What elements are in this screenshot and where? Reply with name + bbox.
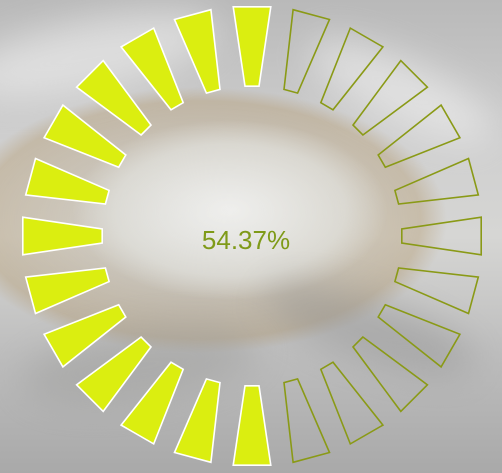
progress-segment-empty [283,377,331,464]
progress-segment-filled [173,377,221,464]
progress-segment-filled [119,361,185,446]
progress-segment-empty [393,267,480,315]
progress-segment-empty [319,361,385,446]
progress-segment-empty [377,103,462,169]
progress-segment-filled [24,157,111,205]
progress-segment-filled [75,335,153,413]
progress-segment-empty [400,216,483,256]
progress-segment-empty [377,303,462,369]
progress-segment-filled [21,216,103,256]
progress-segment-empty [351,335,429,413]
progress-segment-filled [232,6,272,87]
progress-segment-filled [119,26,185,111]
progress-segment-filled [75,59,153,137]
progress-segment-filled [232,384,272,467]
progress-segment-filled [24,267,111,315]
progress-percent-label: 54.37% [201,225,291,255]
progress-segment-empty [393,157,480,205]
progress-segment-filled [42,303,127,369]
progress-segment-empty [283,8,331,95]
progress-segment-filled [173,8,221,95]
progress-segment-empty [351,59,429,137]
progress-segment-filled [42,103,127,169]
progress-segment-empty [319,26,385,111]
